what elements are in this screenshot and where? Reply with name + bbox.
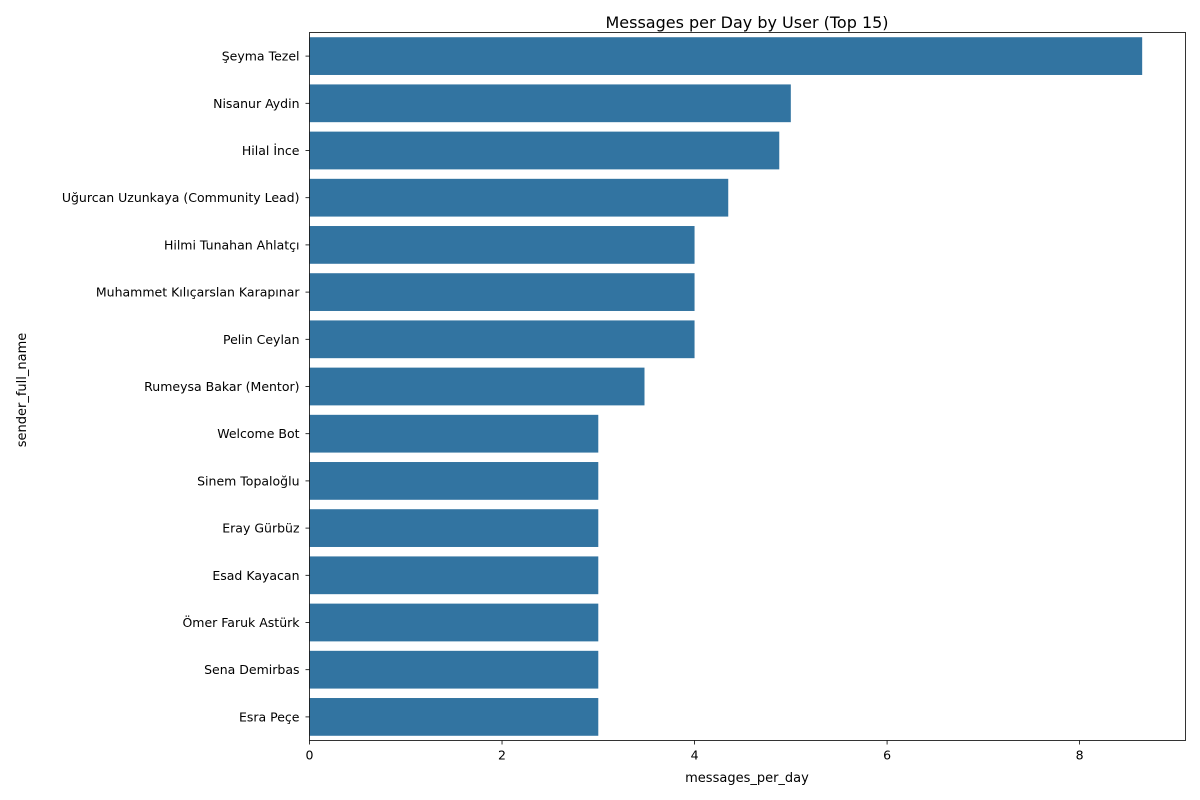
bar <box>309 462 599 500</box>
bar <box>309 84 791 123</box>
y-tick-label: Ömer Faruk Astürk <box>182 614 300 630</box>
x-tick-label: 0 <box>306 748 314 763</box>
bar <box>309 178 729 217</box>
x-tick-label: 6 <box>883 748 891 763</box>
x-tick-label: 8 <box>1076 748 1084 763</box>
y-tick-label: Eray Gürbüz <box>222 521 300 536</box>
y-axis-ticks: Şeyma Tezel Nisanur Aydin Hilal İnce Uğurca… <box>62 49 310 724</box>
bar <box>309 37 1143 75</box>
bar <box>309 698 599 736</box>
bar <box>309 650 599 689</box>
bar <box>309 367 645 406</box>
x-axis-label: messages_per_day <box>685 771 809 786</box>
y-tick-label: Esad Kayacan <box>212 568 299 583</box>
bar <box>309 273 695 311</box>
y-tick-label: Rumeysa Bakar (Mentor) <box>144 379 299 394</box>
y-tick-label: Sinem Topaloğlu <box>197 473 299 488</box>
bar <box>309 556 599 595</box>
bar <box>309 603 599 642</box>
bar <box>309 509 599 547</box>
y-tick-label: Welcome Bot <box>217 426 299 441</box>
chart-title: Messages per Day by User (Top 15) <box>605 13 888 32</box>
y-tick-label: Şeyma Tezel <box>222 49 300 64</box>
bar <box>309 320 695 359</box>
x-tick-label: 4 <box>691 748 699 763</box>
bar <box>309 226 695 264</box>
y-tick-label: Uğurcan Uzunkaya (Community Lead) <box>62 190 300 205</box>
x-axis-ticks: 0 2 4 6 8 <box>306 740 1084 763</box>
bar <box>309 131 780 170</box>
y-tick-label: Sena Demirbas <box>204 662 299 677</box>
plot-frame <box>309 32 1186 741</box>
y-tick-label: Esra Peçe <box>239 709 300 724</box>
x-tick-label: 2 <box>498 748 506 763</box>
y-tick-label: Nisanur Aydin <box>213 96 299 111</box>
y-tick-label: Hilal İnce <box>242 143 300 158</box>
y-axis-label: sender_full_name <box>15 333 30 448</box>
y-tick-label: Muhammet Kılıçarslan Karapınar <box>96 285 300 300</box>
bar <box>309 414 599 453</box>
y-tick-label: Pelin Ceylan <box>223 332 300 347</box>
bars-group <box>309 37 1143 736</box>
y-tick-label: Hilmi Tunahan Ahlatçı <box>164 237 300 252</box>
